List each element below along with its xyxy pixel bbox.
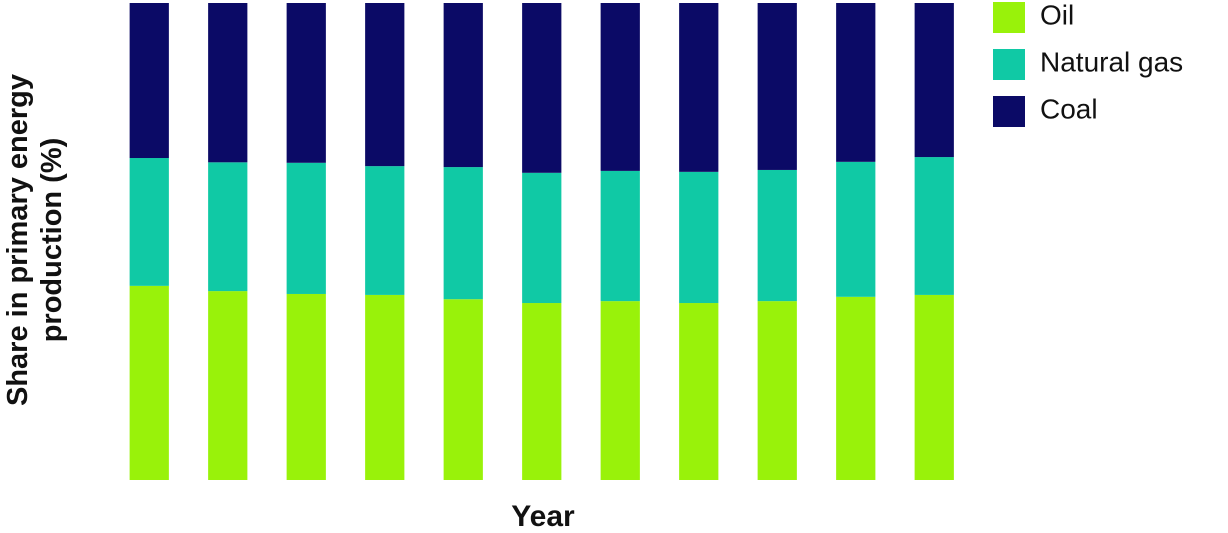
bar-segment [600,3,640,171]
bar-segment [757,3,797,170]
bar-segment [286,162,326,294]
bar-segment [914,157,954,295]
bar-segment [836,161,876,297]
bar-segment [522,3,562,173]
legend-swatch [993,2,1025,33]
bar-segment [679,171,719,304]
bar-segment [757,301,797,480]
bar-segment [757,169,797,302]
legend-label: Oil [1040,0,1074,30]
bar-segment [522,172,562,304]
bar-segment [129,158,169,286]
bar-segment [208,162,248,292]
legend-label: Coal [1040,93,1098,124]
bar-segment [836,3,876,162]
x-axis-title: Year [511,500,575,533]
bar-segment [443,3,483,168]
bar-segment [443,167,483,300]
bar-segment [836,296,876,480]
bar-segment [365,3,405,167]
bar-segment [914,294,954,480]
legend-swatch [993,96,1025,127]
bar-segment [679,3,719,172]
y-axis-title: Share in primary energy production (%) [2,73,68,407]
bar-segment [129,3,169,159]
bar-segment [208,3,248,163]
legend-label: Natural gas [1040,46,1183,77]
bar-segment [914,3,954,158]
bar-segment [679,303,719,480]
bar-segment [286,3,326,163]
bar-segment [600,170,640,302]
bar-segment [208,291,248,480]
bar-segment [522,303,562,480]
bar-segment [365,166,405,295]
legend-swatch [993,49,1025,80]
bar-segment [129,285,169,480]
bar-segment [286,293,326,480]
bar-segment [365,294,405,480]
bar-segment [600,301,640,480]
bar-segment [443,299,483,480]
